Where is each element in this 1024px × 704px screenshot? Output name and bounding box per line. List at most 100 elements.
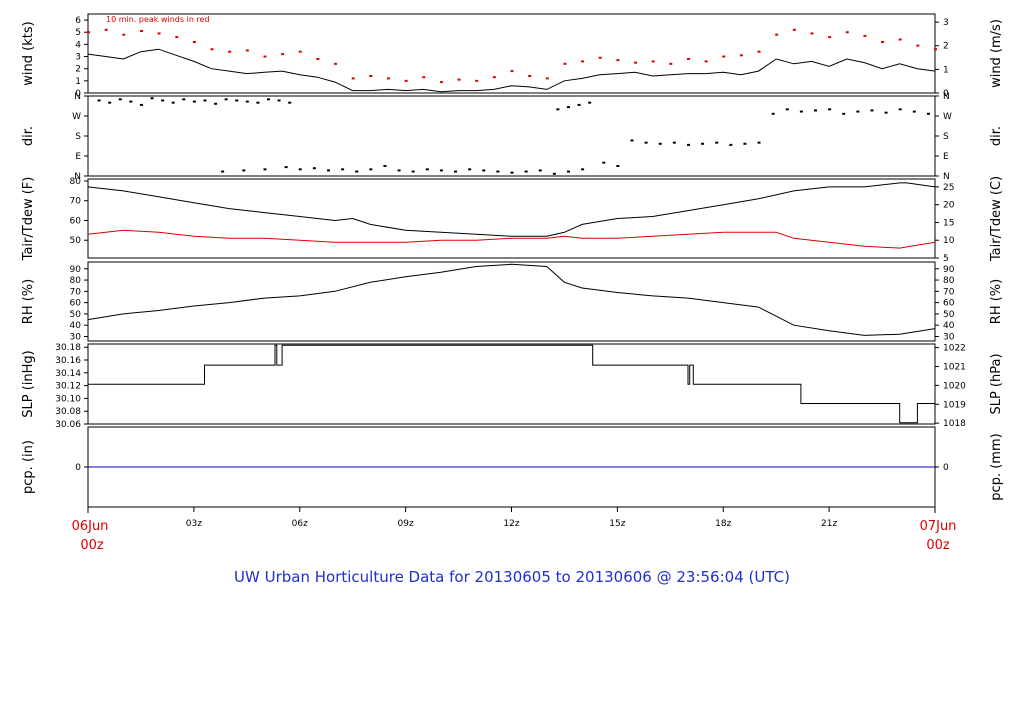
ytick-label-left-wind: 5 <box>75 28 81 38</box>
peak-wind-point <box>245 49 249 52</box>
peak-wind-point <box>316 57 320 60</box>
direction-point <box>242 169 246 172</box>
end-date-label: 07Jun <box>920 519 957 534</box>
direction-point <box>108 101 112 104</box>
direction-point <box>277 99 281 102</box>
direction-point <box>743 142 747 145</box>
ytick-label-left-wind: 4 <box>75 40 81 50</box>
ytick-label-left-slp: 30.14 <box>55 369 81 379</box>
ytick-label-left-wind: 6 <box>75 16 81 26</box>
series-line-slp <box>88 344 935 424</box>
ytick-label-left-slp: 30.10 <box>55 394 81 404</box>
peak-wind-point <box>369 74 373 77</box>
direction-point <box>118 98 122 101</box>
chart-annotation: 10 min. peak winds in red <box>106 15 210 24</box>
panel-frame-rh <box>87 261 936 342</box>
ylabel-left-dir: dir. <box>21 126 36 146</box>
peak-wind-point <box>139 30 143 33</box>
direction-point <box>912 110 916 113</box>
direction-point <box>397 169 401 172</box>
direction-point <box>411 170 415 173</box>
ylabel-left-rh: RH (%) <box>21 279 36 324</box>
peak-wind-point <box>634 61 638 64</box>
direction-point <box>221 170 225 173</box>
series-line-temp-Tdew <box>87 229 936 249</box>
xtick-label: 09z <box>398 519 414 529</box>
direction-point <box>870 109 874 112</box>
direction-point <box>266 98 270 101</box>
peak-wind-point <box>934 48 937 51</box>
panel-frame-slp <box>87 343 936 425</box>
direction-point <box>341 168 345 171</box>
peak-wind-point <box>334 62 338 65</box>
direction-point <box>757 141 761 144</box>
ytick-label-left-rh: 60 <box>70 299 82 309</box>
direction-point <box>524 170 528 173</box>
direction-point <box>355 170 359 173</box>
direction-point <box>926 112 930 115</box>
ytick-label-right-dir: E <box>943 152 949 162</box>
direction-point <box>658 142 662 145</box>
start-date-label: 06Jun <box>72 519 109 534</box>
peak-wind-point <box>916 44 920 47</box>
peak-wind-point <box>775 33 779 36</box>
direction-point <box>715 141 719 144</box>
peak-wind-point <box>686 57 690 60</box>
xtick-label: 21z <box>821 519 837 529</box>
ytick-label-left-rh: 50 <box>70 310 82 320</box>
direction-point <box>588 101 592 104</box>
direction-point <box>616 165 620 167</box>
peak-wind-point <box>492 76 496 79</box>
ytick-label-left-wind: 0 <box>75 89 81 99</box>
ytick-label-right-slp: 1022 <box>943 344 966 354</box>
direction-point <box>224 98 228 101</box>
direction-point <box>644 141 648 144</box>
direction-point <box>139 103 143 106</box>
ylabel-right-temp: Tair/Tdew (C) <box>989 176 1004 262</box>
direction-point <box>383 165 387 167</box>
direction-point <box>552 172 556 175</box>
series-line-temp-Tair <box>87 182 936 237</box>
ylabel-right-pcp: pcp. (mm) <box>989 433 1004 500</box>
ytick-label-left-slp: 30.06 <box>55 420 81 430</box>
peak-wind-point <box>192 40 196 43</box>
ytick-label-right-rh: 70 <box>943 287 955 297</box>
ytick-label-left-rh: 80 <box>70 276 82 286</box>
direction-point <box>256 101 260 104</box>
direction-point <box>298 168 302 171</box>
ytick-label-right-temp: 10 <box>943 236 955 246</box>
ytick-label-right-dir: N <box>943 172 950 182</box>
ytick-label-right-temp: 15 <box>943 218 954 228</box>
peak-wind-point <box>581 60 585 63</box>
ytick-label-left-temp: 80 <box>70 177 82 187</box>
ytick-label-left-pcp: 0 <box>75 463 81 473</box>
peak-wind-point <box>528 74 532 77</box>
series-line-rh <box>87 263 936 336</box>
peak-wind-point <box>404 79 408 82</box>
ytick-label-left-wind: 2 <box>75 65 81 75</box>
peak-wind-point <box>845 31 849 34</box>
ytick-label-left-slp: 30.08 <box>55 407 81 417</box>
direction-point <box>496 170 500 173</box>
peak-wind-point <box>704 60 708 63</box>
ylabel-right-dir: dir. <box>989 126 1004 146</box>
peak-wind-point <box>722 55 726 58</box>
direction-point <box>439 169 443 172</box>
direction-point <box>150 97 154 100</box>
ytick-label-right-dir: N <box>943 92 950 102</box>
ytick-label-left-wind: 1 <box>75 77 81 87</box>
ytick-label-right-wind: 1 <box>943 65 949 75</box>
direction-point <box>214 102 218 105</box>
direction-point <box>729 143 733 146</box>
ytick-label-right-rh: 50 <box>943 310 955 320</box>
ytick-label-right-rh: 90 <box>943 265 955 275</box>
peak-wind-point <box>792 28 796 31</box>
direction-point <box>482 169 486 172</box>
ytick-label-left-temp: 70 <box>70 197 82 207</box>
ytick-label-right-slp: 1019 <box>943 400 966 410</box>
ytick-label-right-temp: 5 <box>943 254 949 264</box>
direction-point <box>701 142 705 145</box>
direction-point <box>468 168 472 171</box>
direction-point <box>182 98 186 101</box>
direction-point <box>312 167 316 170</box>
